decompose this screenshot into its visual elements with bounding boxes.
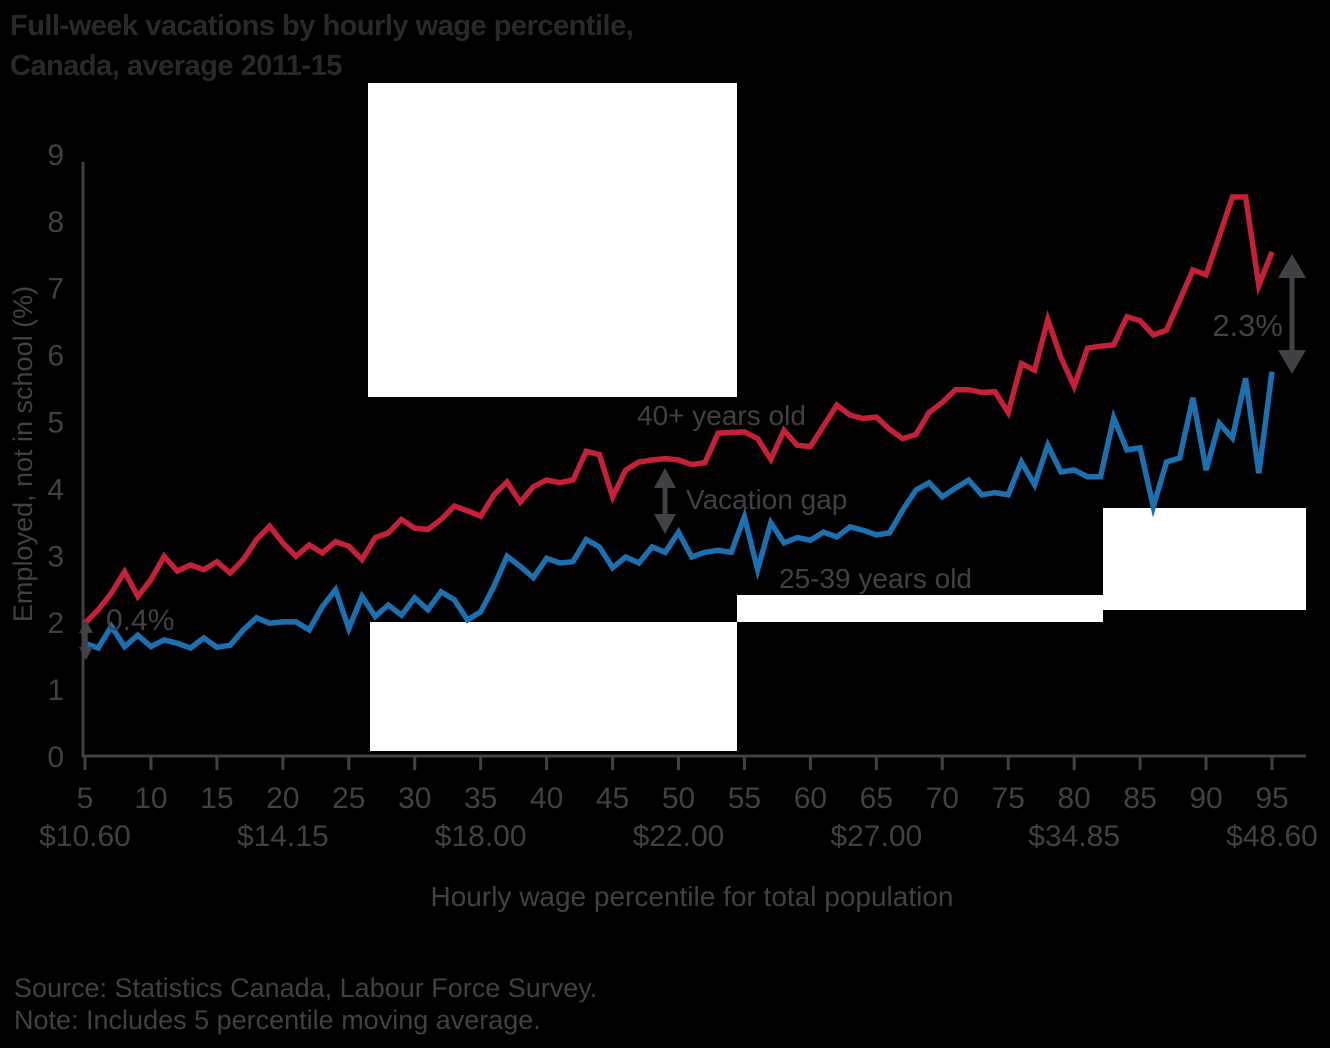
x-tick-label: 5 [77,782,94,815]
y-tick-label: 8 [47,206,64,239]
y-axis-title: Employed, not in school (%) [8,286,38,622]
vacation-gap-annotation: Vacation gap [686,484,848,515]
y-tick-label: 4 [47,473,64,506]
wage-label: $48.60 [1226,820,1318,853]
x-axis-title: Hourly wage percentile for total populat… [431,881,954,912]
white-overlay-box-right [1103,508,1306,610]
x-tick-label: 15 [200,782,233,815]
x-tick-label: 10 [134,782,167,815]
chart-title-line1: Full-week vacations by hourly wage perce… [10,10,634,42]
x-tick-label: 90 [1189,782,1222,815]
x-tick-label: 25 [332,782,365,815]
x-tick-label: 35 [464,782,497,815]
wage-label: $27.00 [830,820,922,853]
y-tick-label: 1 [47,674,64,707]
white-overlay-box-bottom [370,622,737,751]
series-line-40plus [83,194,1275,626]
white-overlay-box-top [368,83,737,397]
y-tick-label: 5 [47,407,64,440]
vacation-gap-arrow-head-bottom [654,514,676,534]
y-tick-label: 6 [47,340,64,373]
x-tick-label: 60 [794,782,827,815]
white-overlay-strip [737,595,1103,622]
start-gap-arrow-head-top [79,620,93,633]
x-tick-label: 20 [266,782,299,815]
x-tick-label: 50 [662,782,695,815]
x-tick-label: 30 [398,782,431,815]
end-gap-arrow-head-bottom [1278,350,1306,374]
y-tick-label: 7 [47,273,64,306]
series-label-25-39: 25-39 years old [779,563,973,594]
x-tick-label: 45 [596,782,629,815]
y-tick-label: 9 [47,139,64,172]
start-gap-annotation: 0.4% [106,604,175,637]
end-gap-arrow-head-top [1278,254,1306,278]
y-tick-label: 3 [47,540,64,573]
series-label-40plus: 40+ years old [637,400,806,431]
x-tick-label: 40 [530,782,563,815]
x-tick-label: 55 [728,782,761,815]
x-tick-label: 85 [1123,782,1156,815]
wage-label: $22.00 [633,820,725,853]
y-tick-label: 2 [47,607,64,640]
x-tick-label: 80 [1057,782,1090,815]
chart-title-line2: Canada, average 2011-15 [10,50,342,82]
wage-label: $10.60 [39,820,131,853]
x-tick-label: 95 [1255,782,1288,815]
note-line: Note: Includes 5 percentile moving avera… [14,1005,541,1035]
wage-label: $18.00 [435,820,527,853]
series-line-25-39 [84,371,1275,652]
source-line: Source: Statistics Canada, Labour Force … [14,973,598,1003]
end-gap-annotation: 2.3% [1212,308,1283,343]
x-tick-label: 75 [992,782,1025,815]
start-gap-arrow-head-bottom [79,647,93,660]
wage-label: $14.15 [237,820,329,853]
vacation-gap-arrow-head-top [654,468,676,488]
x-tick-label: 70 [926,782,959,815]
y-tick-label: 0 [47,741,64,774]
wage-label: $34.85 [1028,820,1120,853]
x-tick-label: 65 [860,782,893,815]
